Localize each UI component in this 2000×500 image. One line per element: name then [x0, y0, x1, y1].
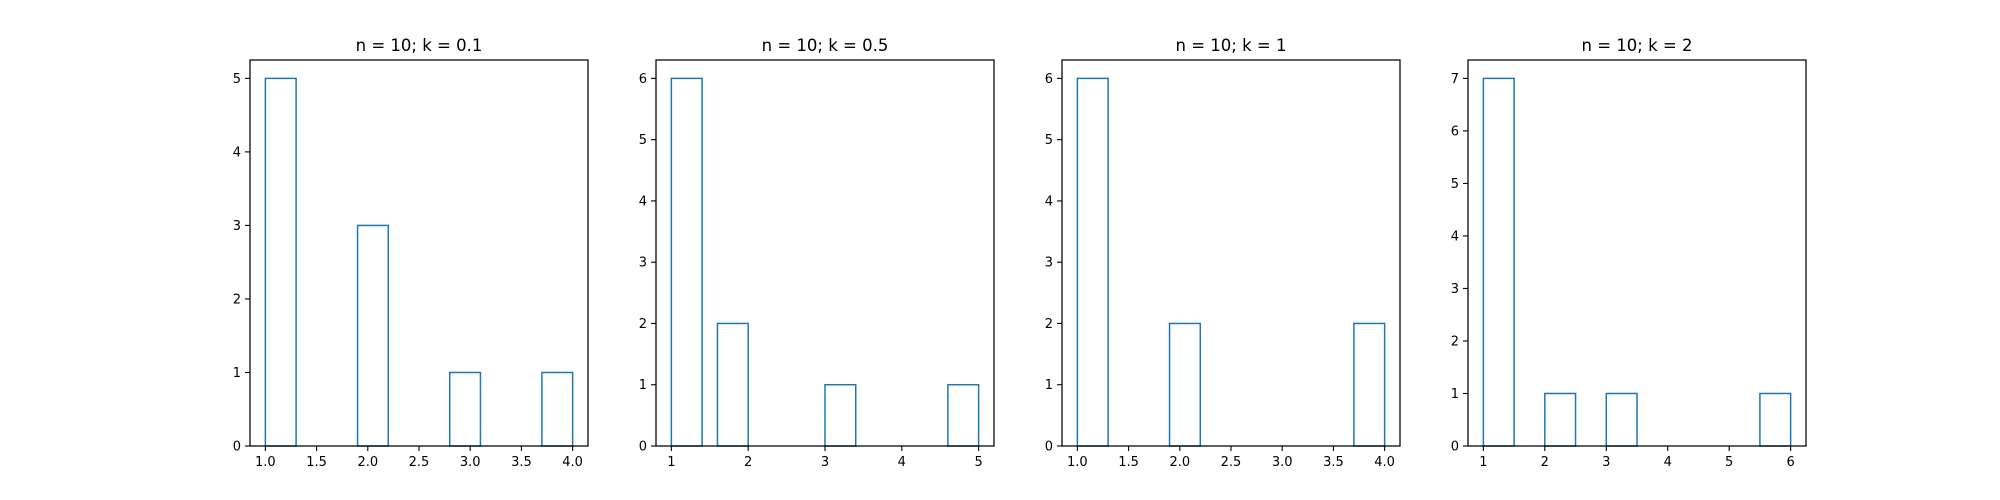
histogram-bar — [947, 383, 980, 447]
y-tick-label: 2 — [639, 317, 647, 332]
y-tick-label: 3 — [233, 219, 241, 234]
y-tick-label: 6 — [639, 72, 647, 87]
x-tick-label: 3.0 — [1272, 455, 1293, 470]
histogram-bar — [1353, 322, 1386, 447]
histogram-bar — [1168, 322, 1202, 447]
x-tick-label: 3.0 — [460, 455, 481, 470]
histogram-bar — [1544, 392, 1577, 447]
y-tick-label: 4 — [1045, 194, 1053, 209]
y-tick-label: 1 — [639, 378, 647, 393]
x-tick-label: 6 — [1786, 455, 1794, 470]
y-tick-label: 1 — [233, 366, 241, 381]
y-tick-label: 0 — [233, 440, 241, 455]
y-tick-label: 0 — [1451, 440, 1459, 455]
y-tick-label: 7 — [1451, 72, 1459, 87]
x-tick-label: 4 — [898, 455, 906, 470]
y-tick-label: 4 — [1451, 229, 1459, 244]
y-tick-label: 3 — [639, 256, 647, 271]
histogram-bar — [1482, 77, 1515, 447]
y-tick-label: 1 — [1045, 378, 1053, 393]
subplot-title: n = 10; k = 1 — [1176, 36, 1287, 55]
axes-frame — [1061, 59, 1401, 447]
subplot-3: n = 10; k = 1 1.0 1.5 2.0 2.5 3.0 3.5 4.0 0 1 2 3 4… — [1045, 36, 1401, 470]
x-tick-label: 1 — [667, 455, 675, 470]
y-tick-label: 3 — [1045, 256, 1053, 271]
y-tick-label: 5 — [233, 72, 241, 87]
histogram-bar — [1605, 392, 1638, 447]
y-tick-label: 6 — [1451, 124, 1459, 139]
y-tick-label: 0 — [1045, 440, 1053, 455]
x-tick-label: 5 — [1725, 455, 1733, 470]
subplot-title: n = 10; k = 0.1 — [356, 36, 483, 55]
y-tick-label: 2 — [1045, 317, 1053, 332]
x-tick-label: 1.0 — [255, 455, 276, 470]
y-tick-label: 5 — [1451, 177, 1459, 192]
y-tick-label: 1 — [1451, 387, 1459, 402]
x-tick-label: 4 — [1664, 455, 1672, 470]
y-tick-label: 5 — [639, 133, 647, 148]
subplot-1: n = 10; k = 0.1 1.0 1.5 2.0 2.5 3.0 3.5 4.0 0 1 2… — [233, 36, 589, 470]
x-tick-label: 2.0 — [357, 455, 378, 470]
y-tick-label: 0 — [639, 440, 647, 455]
x-tick-label: 2.5 — [1221, 455, 1242, 470]
axes-frame — [1467, 59, 1807, 447]
x-tick-label: 5 — [974, 455, 982, 470]
x-tick-label: 4.0 — [1374, 455, 1395, 470]
x-tick-label: 4.0 — [562, 455, 583, 470]
y-tick-label: 6 — [1045, 72, 1053, 87]
histogram-bar — [448, 371, 482, 447]
y-tick-label: 3 — [1451, 282, 1459, 297]
subplot-2: n = 10; k = 0.5 1 2 3 4 5 0 1 2 3 4 5 6 — [639, 36, 995, 470]
x-tick-label: 2.5 — [409, 455, 430, 470]
histogram-bar — [356, 224, 390, 447]
x-tick-label: 2.0 — [1169, 455, 1190, 470]
x-tick-label: 3 — [1602, 455, 1610, 470]
x-tick-label: 3 — [821, 455, 829, 470]
subplot-title: n = 10; k = 0.5 — [762, 36, 889, 55]
x-tick-label: 1.5 — [306, 455, 327, 470]
histogram-bar — [670, 77, 703, 447]
histogram-bar — [1759, 392, 1792, 447]
y-tick-label: 2 — [233, 292, 241, 307]
histogram-bar — [264, 77, 297, 447]
x-tick-label: 2 — [744, 455, 752, 470]
x-tick-label: 1.0 — [1067, 455, 1088, 470]
subplot-title: n = 10; k = 2 — [1582, 36, 1693, 55]
histogram-bar — [716, 322, 749, 447]
histogram-bar — [1076, 77, 1109, 447]
y-tick-label: 4 — [233, 145, 241, 160]
y-tick-label: 4 — [639, 194, 647, 209]
x-tick-label: 1.5 — [1118, 455, 1139, 470]
x-tick-label: 3.5 — [1323, 455, 1344, 470]
y-tick-label: 5 — [1045, 133, 1053, 148]
axes-frame — [249, 59, 589, 447]
x-tick-label: 1 — [1479, 455, 1487, 470]
x-tick-label: 3.5 — [511, 455, 532, 470]
subplot-4: n = 10; k = 2 1 2 3 4 5 6 0 1 2 3 4 5 6 7 — [1451, 36, 1807, 470]
y-tick-label: 2 — [1451, 334, 1459, 349]
histogram-bar — [541, 371, 574, 447]
x-tick-label: 2 — [1541, 455, 1549, 470]
histogram-bar — [824, 383, 857, 447]
